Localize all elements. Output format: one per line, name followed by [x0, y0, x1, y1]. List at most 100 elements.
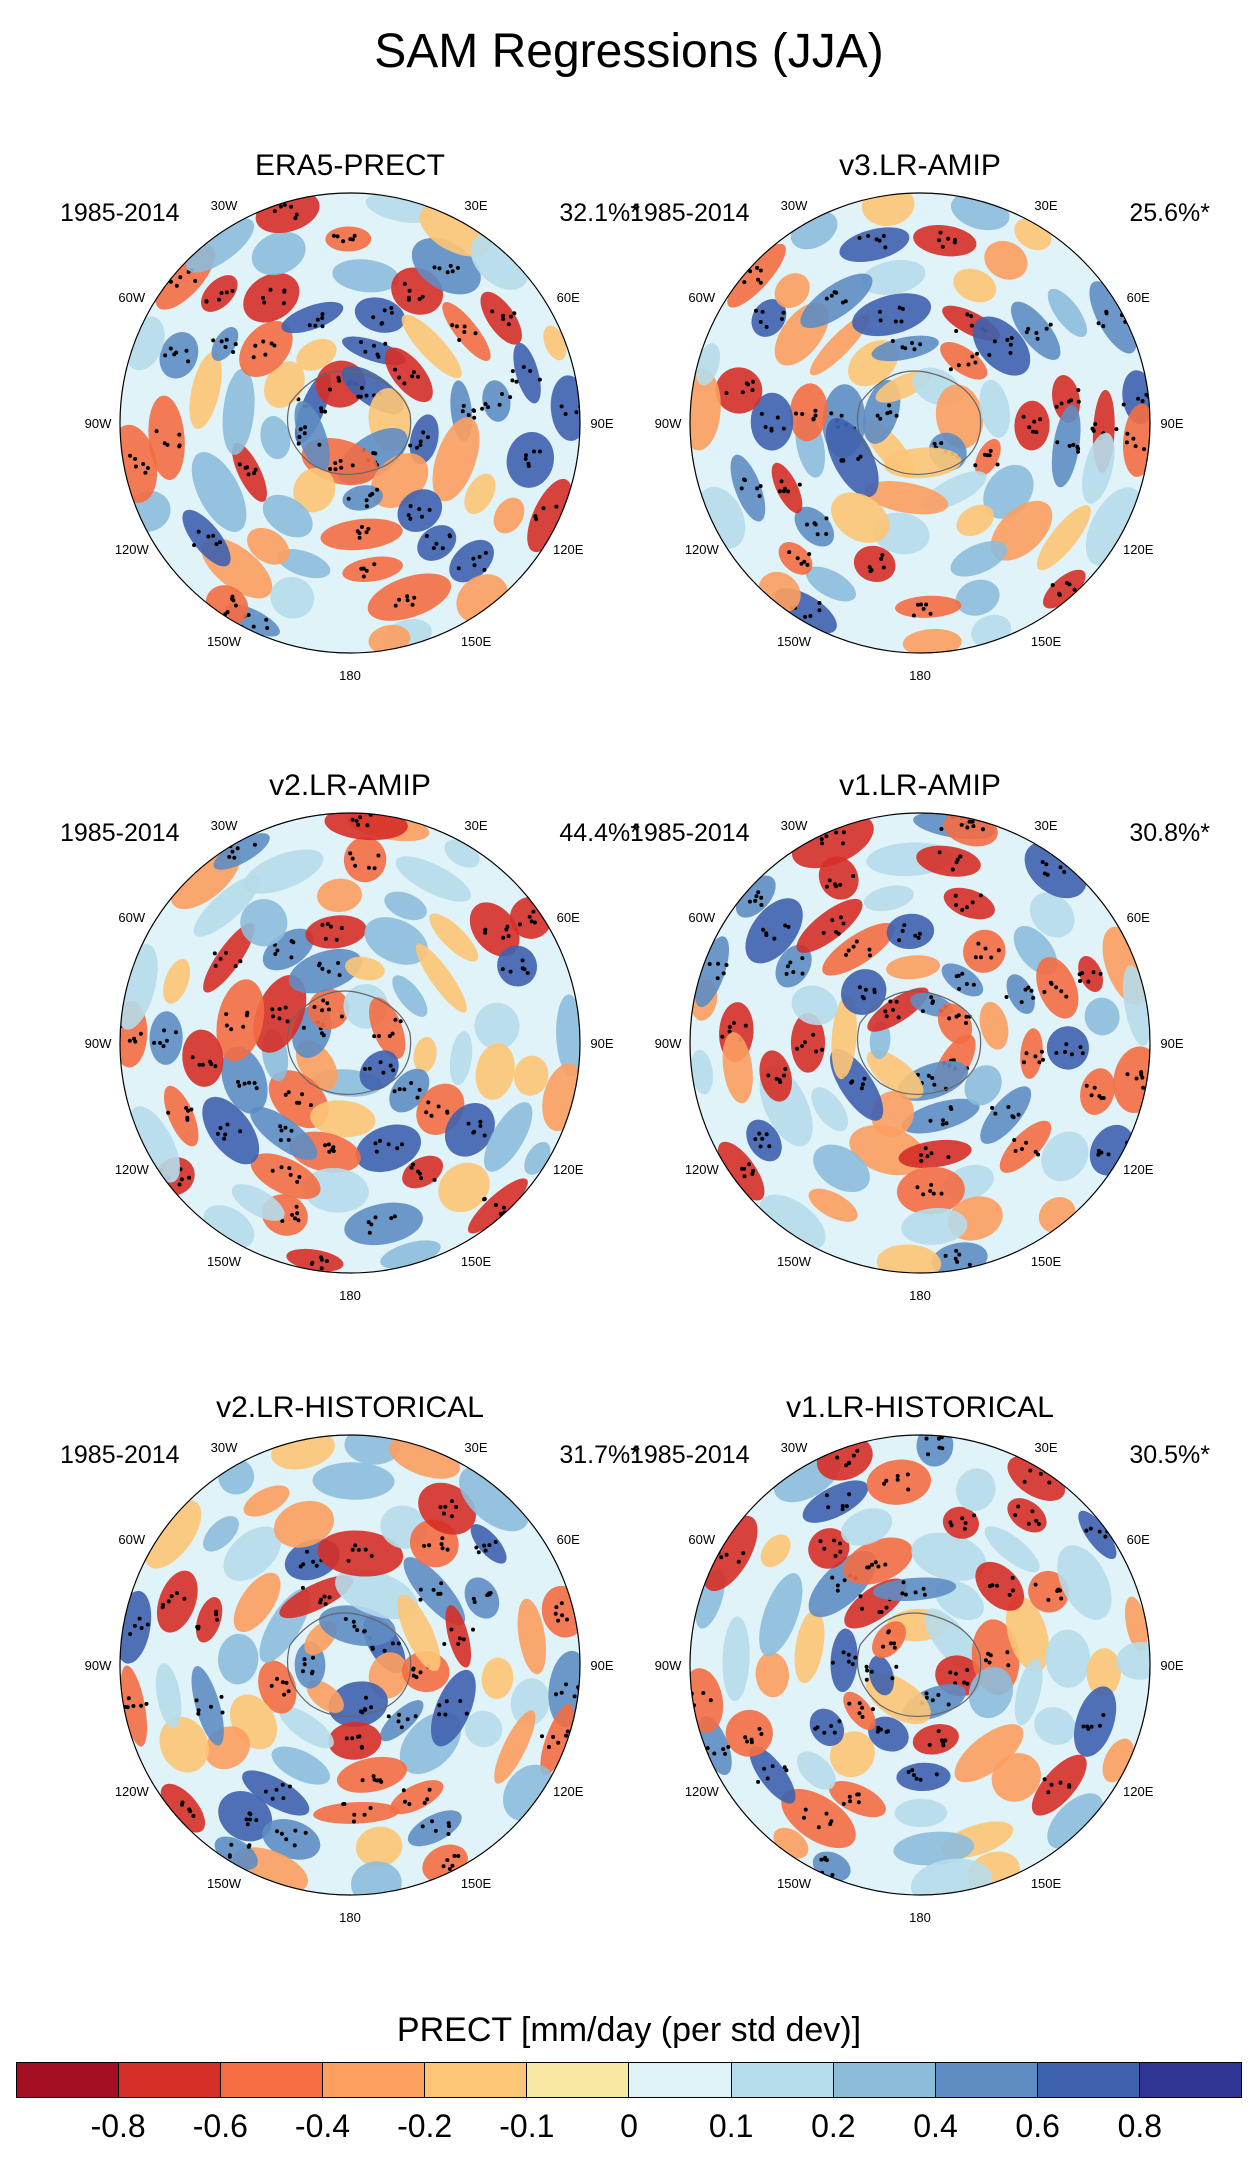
anomaly-patch [841, 1508, 893, 1546]
significance-dot [395, 1146, 400, 1151]
longitude-label: 150E [461, 1876, 492, 1891]
anomaly-patch [475, 1043, 515, 1100]
significance-dot [461, 403, 466, 408]
significance-dot [964, 982, 969, 986]
significance-dot [919, 1158, 924, 1163]
significance-dot [162, 1028, 167, 1033]
anomaly-patch [872, 1621, 906, 1659]
anomaly-patch [1082, 432, 1115, 504]
map-background [120, 193, 580, 653]
significance-dot [417, 1087, 422, 1092]
anomaly-patch [916, 1435, 954, 1467]
significance-dot [1047, 1480, 1052, 1485]
anomaly-patch [831, 492, 890, 543]
map-background [690, 813, 1150, 1273]
significance-dot [960, 971, 965, 976]
significance-dot [368, 1806, 373, 1810]
significance-dot [320, 312, 325, 317]
anomaly-patch [896, 1762, 951, 1792]
significance-dot [881, 565, 886, 570]
significance-dot [856, 1800, 861, 1805]
significance-dot [840, 1507, 845, 1512]
significance-dot [756, 1779, 761, 1784]
significance-dot [1064, 994, 1069, 999]
significance-dot [430, 1819, 434, 1824]
significance-dot [921, 1586, 926, 1591]
significance-dot [1023, 987, 1028, 992]
significance-dot [392, 1214, 397, 1219]
significance-dot [838, 1549, 843, 1554]
significance-dot [1059, 401, 1064, 406]
significance-dot [926, 1452, 930, 1457]
significance-dot [363, 1707, 368, 1712]
significance-dot [1007, 1592, 1012, 1597]
anomaly-patch [703, 1515, 758, 1592]
significance-dot [418, 439, 423, 444]
anomaly-patch [277, 549, 331, 579]
significance-dot [824, 532, 829, 536]
significance-dot [342, 1802, 347, 1806]
significance-dot [251, 624, 256, 629]
anomaly-patch [482, 380, 511, 422]
significance-dot [346, 496, 351, 501]
significance-dot [426, 1100, 431, 1105]
significance-dot [501, 935, 506, 940]
significance-dot [824, 1493, 829, 1498]
panel-variance-pct: 44.4%* [559, 819, 640, 847]
significance-dot [343, 1617, 348, 1621]
significance-dot [941, 1740, 946, 1745]
significance-dot [988, 448, 993, 453]
significance-dot [1033, 1054, 1038, 1059]
significance-dot [169, 1594, 174, 1599]
significance-dot [759, 411, 764, 416]
significance-dot [427, 507, 432, 512]
anomaly-patch [156, 1570, 198, 1633]
significance-dot [487, 1543, 492, 1548]
significance-dot [372, 1034, 377, 1039]
anomaly-patch [781, 1788, 856, 1849]
anomaly-patch [432, 417, 480, 502]
anomaly-patch [149, 1011, 183, 1065]
longitude-label: 120E [553, 1162, 584, 1177]
significance-dot [289, 204, 294, 209]
significance-dot [1098, 971, 1103, 976]
significance-dot [359, 340, 363, 345]
significance-dot [814, 1049, 819, 1054]
significance-dot [1140, 399, 1145, 404]
significance-dot [339, 926, 344, 930]
significance-dot [237, 462, 242, 467]
significance-dot [416, 374, 421, 379]
significance-dot [532, 449, 536, 454]
significance-dot [987, 353, 992, 357]
significance-dot [296, 1218, 301, 1223]
anomaly-patch [159, 1716, 209, 1773]
significance-dot [1024, 1051, 1029, 1056]
anomaly-patch [956, 1468, 996, 1512]
significance-dot [856, 457, 861, 461]
significance-dot [1136, 396, 1141, 401]
significance-dot [278, 1124, 283, 1129]
significance-dot [1010, 1114, 1015, 1119]
significance-dot [411, 1666, 416, 1671]
anomaly-patch [1042, 569, 1086, 609]
map-boundary [689, 1434, 1151, 1896]
significance-dot [444, 1699, 449, 1704]
significance-dot [767, 1144, 772, 1149]
significance-dot [297, 1175, 302, 1179]
significance-dot [886, 1729, 890, 1734]
anomaly-patch [866, 1459, 931, 1505]
anomaly-patch [979, 379, 1011, 438]
longitude-label: 30W [211, 198, 238, 213]
significance-dot [261, 295, 266, 300]
significance-dot [233, 603, 238, 608]
longitude-label: 60W [688, 1532, 715, 1547]
significance-dot [916, 602, 920, 607]
significance-dot [827, 878, 832, 883]
longitude-label: 150E [1031, 1254, 1062, 1269]
significance-dot [572, 1694, 577, 1699]
significance-dot [278, 1138, 283, 1143]
significance-dot [740, 390, 745, 395]
anomaly-patch [825, 417, 879, 498]
significance-dot [940, 1122, 945, 1127]
significance-dot [851, 1453, 856, 1458]
